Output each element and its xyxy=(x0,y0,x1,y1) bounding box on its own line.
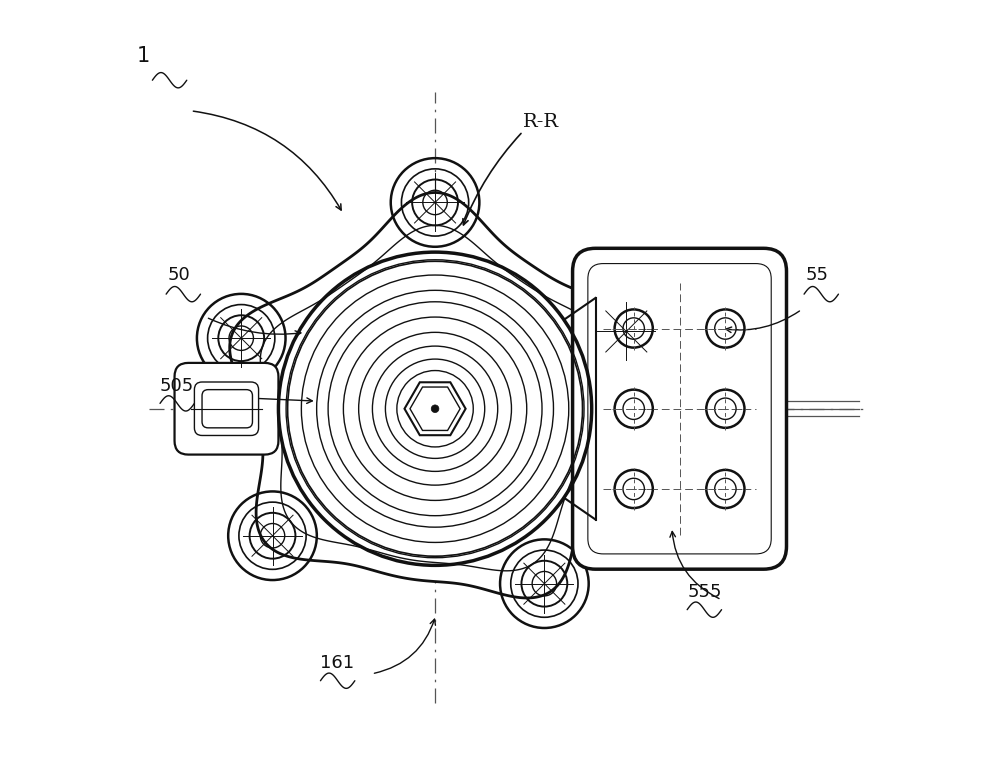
FancyBboxPatch shape xyxy=(573,248,786,569)
Text: R-R: R-R xyxy=(523,113,559,131)
FancyBboxPatch shape xyxy=(175,363,278,455)
Text: 555: 555 xyxy=(687,583,722,601)
Text: 1: 1 xyxy=(137,46,150,66)
Text: 505: 505 xyxy=(160,377,194,395)
Text: 55: 55 xyxy=(806,266,829,284)
Text: 161: 161 xyxy=(320,654,355,672)
Circle shape xyxy=(431,405,439,413)
Polygon shape xyxy=(230,193,638,598)
FancyBboxPatch shape xyxy=(202,390,252,428)
Text: 50: 50 xyxy=(168,266,190,284)
FancyBboxPatch shape xyxy=(194,382,259,435)
